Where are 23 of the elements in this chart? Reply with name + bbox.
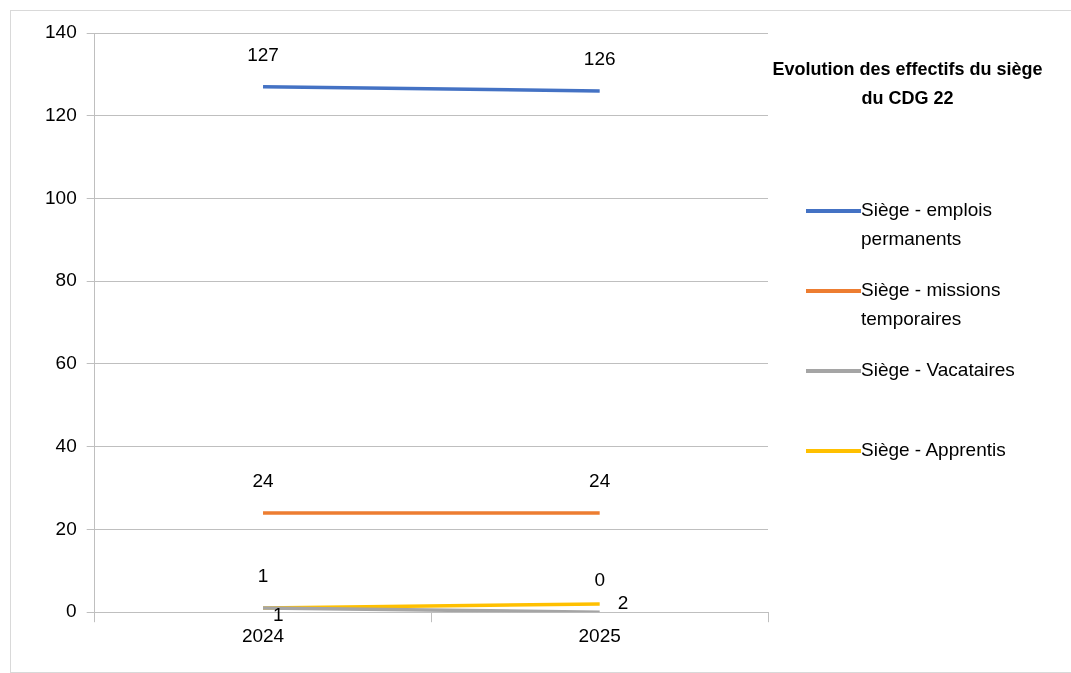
data-label: 1 [257, 564, 269, 586]
data-label: 24 [252, 469, 275, 491]
data-label: 24 [589, 469, 611, 491]
y-tick-label: 140 [45, 21, 77, 43]
text: Evolution des effectifs du siège du CDG 22 [771, 58, 1044, 110]
y-tick-label: 20 [55, 517, 77, 539]
x-tick-label: 2024 [241, 624, 285, 646]
data-label: 0 [594, 568, 605, 590]
x-tick-label: 2025 [578, 624, 621, 646]
y-tick-label: 100 [45, 186, 77, 208]
data-label: 126 [583, 47, 616, 69]
legend-label: Siège - missions temporaires [861, 278, 1002, 331]
y-tick-label: 60 [55, 352, 77, 374]
data-label: 1 [273, 604, 284, 626]
y-tick-label: 0 [66, 600, 77, 622]
legend-label: Siège - Apprentis [861, 438, 1007, 462]
y-tick-label: 40 [55, 434, 77, 456]
y-tick-label: 80 [55, 269, 77, 291]
data-label: 2 [617, 592, 629, 614]
data-label: 127 [247, 43, 279, 65]
legend-label: Siège - Vacataires [861, 358, 1016, 382]
y-tick-label: 120 [45, 103, 77, 125]
legend-label: Siège - emplois permanents [861, 198, 993, 251]
